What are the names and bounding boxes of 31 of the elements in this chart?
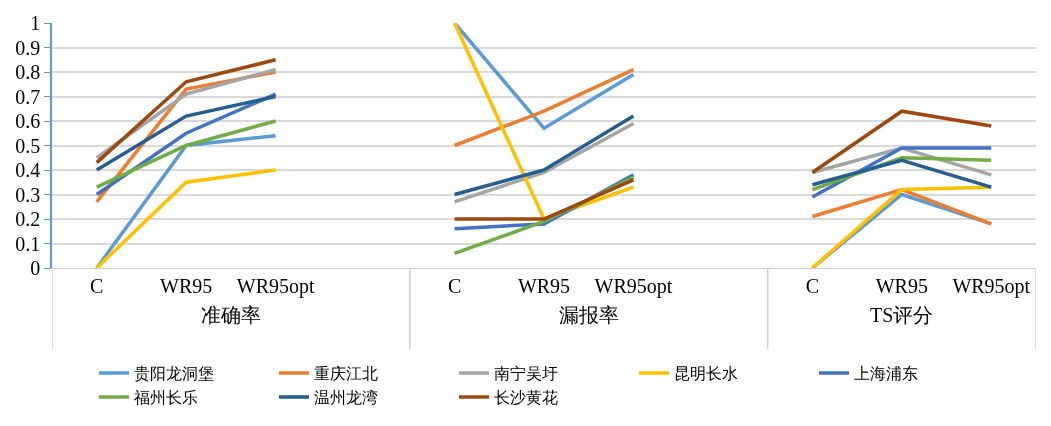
legend-label: 福州长乐 [134, 388, 198, 408]
text: 准确率 [201, 304, 261, 326]
legend-label: 贵阳龙洞堡 [134, 364, 214, 384]
x-tick-label: WR95 [517, 275, 571, 297]
y-tick-label: 0.9 [15, 36, 41, 59]
y-tick-label: 0.2 [15, 208, 41, 230]
y-tick-label: 0.7 [15, 85, 41, 108]
x-tick-label: C [90, 275, 104, 297]
x-tick-label: WR95opt [952, 275, 1031, 298]
y-tick-label: 0.1 [15, 232, 41, 255]
x-tick-label: WR95opt [236, 275, 315, 298]
y-tick-label: 0.6 [15, 110, 41, 132]
text: TS评分 [870, 304, 934, 326]
x-tick-label: C [805, 275, 820, 297]
y-tick-label: 0 [30, 257, 41, 279]
y-tick-label: 1 [30, 12, 41, 34]
legend-label: 温州龙湾 [314, 388, 378, 408]
legend-label: 南宁吴圩 [494, 364, 558, 384]
legend-label: 上海浦东 [854, 364, 918, 384]
x-tick-label: C [447, 275, 462, 297]
x-tick-label: WR95 [875, 275, 928, 297]
legend-label: 长沙黄花 [494, 388, 558, 408]
text: 漏报率 [559, 304, 619, 326]
y-tick-label: 0.3 [15, 183, 41, 206]
y-tick-label: 0.5 [15, 134, 41, 157]
x-tick-label: WR95opt [594, 275, 673, 298]
y-tick-label: 0.4 [15, 159, 41, 181]
x-tick-label: WR95 [160, 275, 213, 297]
legend-label: 昆明长水 [674, 364, 738, 384]
legend-label: 重庆江北 [314, 364, 378, 384]
y-tick-label: 0.8 [15, 61, 41, 83]
